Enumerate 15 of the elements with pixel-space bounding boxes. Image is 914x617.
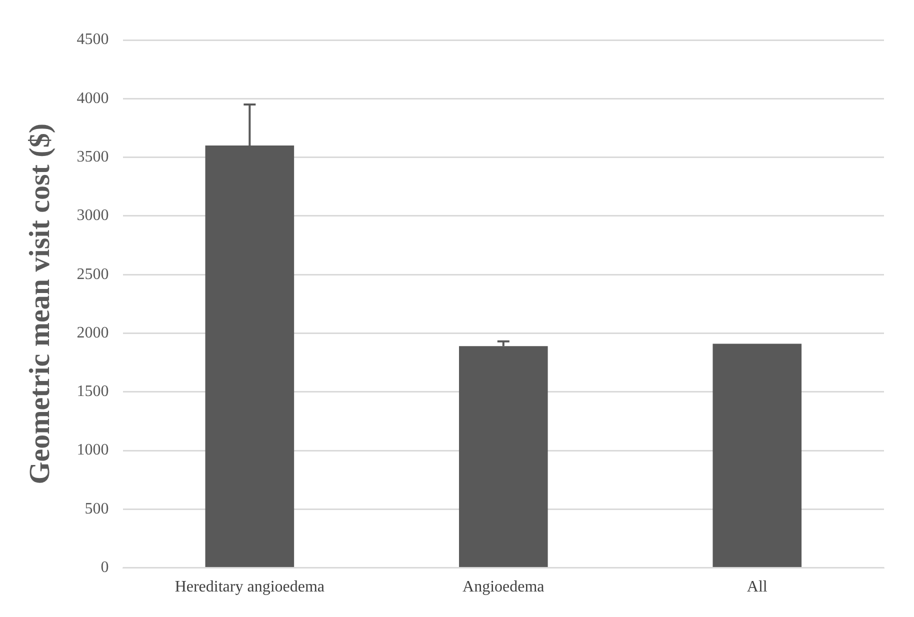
x-tick-label: Angioedema <box>462 578 544 596</box>
y-tick-label: 3000 <box>76 207 109 224</box>
y-tick-label: 500 <box>84 500 109 518</box>
y-axis-title: Geometric mean visit cost ($) <box>24 124 56 484</box>
bar <box>712 344 802 568</box>
y-tick-label: 2000 <box>76 324 109 342</box>
y-tick-label: 2500 <box>76 266 109 283</box>
y-tick-label: 0 <box>100 559 109 576</box>
y-tick-label: 4000 <box>76 90 109 107</box>
y-tick-label: 1000 <box>76 442 109 459</box>
y-tick-label: 4500 <box>76 31 109 48</box>
y-tick-label: 3500 <box>76 148 109 166</box>
x-tick-label: Hereditary angioedema <box>174 578 325 596</box>
x-tick-label: All <box>746 578 768 596</box>
y-tick-label: 1500 <box>76 383 109 400</box>
